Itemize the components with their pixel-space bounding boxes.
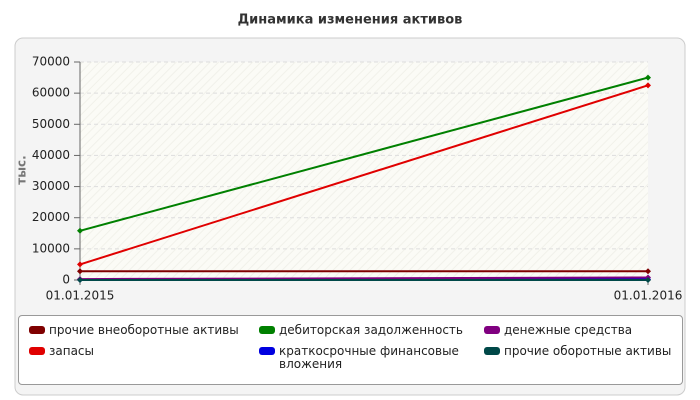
legend-label: прочие внеоборотные активы bbox=[49, 323, 239, 337]
y-tick-label: 60000 bbox=[32, 86, 70, 100]
plot-area bbox=[80, 62, 648, 280]
legend-swatch bbox=[484, 346, 500, 355]
y-axis-label: тыс. bbox=[15, 155, 29, 184]
point-marker bbox=[645, 268, 651, 275]
series-line bbox=[79, 76, 649, 232]
legend-label: краткосрочные финансовые вложения bbox=[279, 343, 459, 371]
point-marker bbox=[645, 82, 651, 89]
y-tick-label: 20000 bbox=[32, 210, 70, 224]
legend-label: прочие оборотные активы bbox=[504, 343, 672, 358]
point-marker bbox=[77, 277, 83, 283]
point-marker bbox=[645, 74, 651, 81]
legend-item: запасы bbox=[29, 343, 259, 377]
legend-swatch bbox=[259, 346, 275, 355]
legend-item: денежные средства bbox=[484, 324, 674, 343]
legend-label: дебиторская задолженность bbox=[279, 323, 463, 337]
series-line bbox=[79, 276, 649, 281]
x-tick-label: 01.01.2015 bbox=[46, 289, 115, 303]
point-marker bbox=[77, 268, 83, 275]
y-tick-label: 0 bbox=[62, 273, 70, 287]
x-tick-label: 01.01.2016 bbox=[614, 289, 683, 303]
legend-swatch bbox=[259, 326, 275, 334]
point-marker bbox=[77, 261, 83, 268]
y-tick-label: 50000 bbox=[32, 117, 70, 131]
legend-item: краткосрочные финансовые вложения bbox=[259, 343, 484, 377]
y-tick-label: 70000 bbox=[32, 55, 70, 69]
legend-label: запасы bbox=[49, 343, 95, 358]
legend-item: прочие внеоборотные активы bbox=[29, 324, 259, 343]
legend-label: денежные средства bbox=[504, 323, 633, 337]
y-tick-label: 30000 bbox=[32, 179, 70, 193]
legend-item: дебиторская задолженность bbox=[259, 324, 484, 343]
y-tick-label: 40000 bbox=[32, 148, 70, 162]
chart-title: Динамика изменения активов bbox=[238, 13, 463, 28]
legend-swatch bbox=[29, 326, 45, 334]
series-line bbox=[79, 84, 649, 266]
legend: прочие внеоборотные активы запасы дебиторс… bbox=[18, 315, 683, 385]
y-tick-label: 10000 bbox=[32, 241, 70, 255]
legend-item: прочие оборотные активы bbox=[484, 343, 674, 377]
point-marker bbox=[77, 227, 83, 234]
legend-swatch bbox=[484, 326, 500, 334]
legend-swatch bbox=[29, 346, 45, 355]
point-marker bbox=[645, 277, 651, 283]
